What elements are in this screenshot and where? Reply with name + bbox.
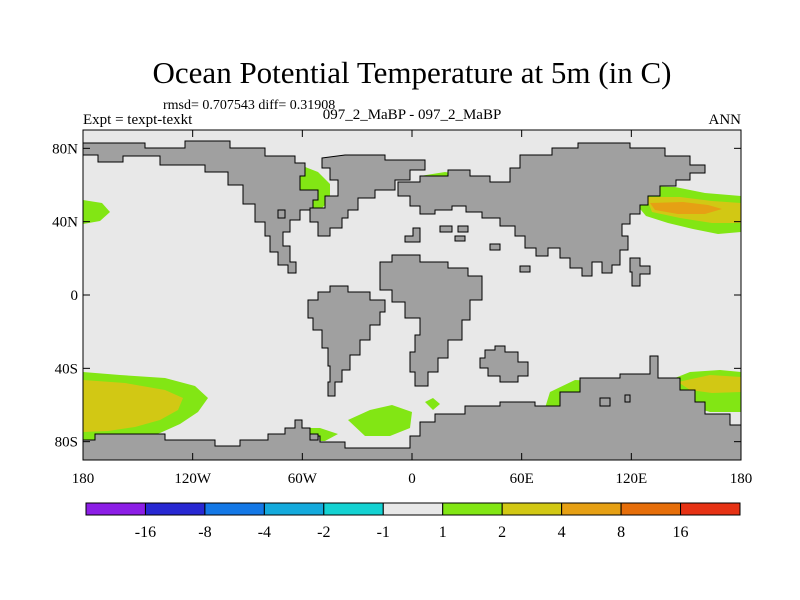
x-tick-label: 0	[408, 471, 416, 487]
y-tick-label: 80S	[55, 435, 78, 451]
landmass-southern-islands	[309, 394, 631, 441]
landmass-africa	[379, 254, 483, 387]
continents	[82, 140, 742, 461]
colorbar-label: -1	[377, 524, 390, 541]
stats-line: rmsd= 0.707543 diff= 0.31908	[163, 98, 335, 113]
x-tick-label: 60E	[510, 471, 534, 487]
landmass-arabia-islands	[489, 243, 531, 273]
colorbar-swatch	[680, 502, 741, 516]
anomaly-region-southern-ocean-b	[425, 398, 440, 410]
y-tick-label: 80N	[52, 141, 78, 157]
landmass-australia	[479, 345, 529, 383]
colorbar-label: -16	[135, 524, 156, 541]
colorbar-label: -8	[198, 524, 211, 541]
colorbar-swatch	[561, 502, 622, 516]
x-tick-label: 120E	[615, 471, 647, 487]
colorbar-label: 1	[439, 524, 447, 541]
center-label: 097_2_MaBP - 097_2_MaBP	[323, 107, 502, 123]
colorbar: -16 -8 -4 -2 -1 1 2 4 8 16	[85, 502, 741, 541]
landmass-mediterranean-islands	[439, 225, 469, 242]
colorbar-swatch	[263, 502, 325, 516]
colorbar-label: -4	[258, 524, 271, 541]
x-tick-label: 120W	[174, 471, 212, 487]
colorbar-label: 4	[558, 524, 566, 541]
anomaly-region-e-atlantic-west	[83, 200, 110, 224]
y-tick-label: 0	[71, 288, 79, 304]
landmass-antarctica	[82, 355, 742, 461]
map-plot: 180 120W 60W 0 60E 120E 180 80N 40N 0 40S 80S	[52, 129, 753, 487]
anomaly-region-sw-pacific-core	[83, 380, 183, 432]
colorbar-swatch	[323, 502, 384, 516]
colorbar-swatch	[501, 502, 563, 516]
left-label: Expt = texpt-texkt	[83, 112, 193, 128]
anomaly-region-se-pacific-core	[678, 375, 741, 393]
colorbar-swatch	[382, 502, 444, 516]
x-axis-ticks: 180 120W 60W 0 60E 120E 180	[72, 130, 753, 487]
x-tick-label: 180	[730, 471, 753, 487]
landmass-central-america	[277, 209, 286, 219]
colorbar-swatch	[85, 502, 146, 516]
colorbar-swatch	[442, 502, 503, 516]
colorbar-label: 16	[673, 524, 689, 541]
colorbar-label: -2	[317, 524, 330, 541]
landmass-greenland	[309, 154, 426, 237]
landmass-japan	[629, 257, 651, 287]
chart-title: Ocean Potential Temperature at 5m (in C)	[153, 55, 672, 90]
right-label: ANN	[709, 112, 742, 128]
anomaly-region-southern-ocean-a	[348, 405, 412, 436]
y-tick-label: 40N	[52, 215, 78, 231]
y-axis-ticks: 80N 40N 0 40S 80S	[52, 141, 741, 451]
landmass-north-america	[82, 140, 319, 274]
colorbar-swatch	[204, 502, 265, 516]
landmass-south-america	[307, 285, 386, 397]
colorbar-label: 2	[498, 524, 506, 541]
landmass-eurasia	[397, 142, 706, 277]
y-tick-label: 40S	[55, 361, 78, 377]
colorbar-label: 8	[617, 524, 625, 541]
anomaly-region-nw-pacific-peak	[650, 202, 722, 214]
colorbar-swatch	[144, 502, 206, 516]
landmass-british-isles	[404, 227, 421, 243]
x-tick-label: 60W	[288, 471, 318, 487]
colorbar-swatch	[620, 502, 682, 516]
x-tick-label: 180	[72, 471, 95, 487]
